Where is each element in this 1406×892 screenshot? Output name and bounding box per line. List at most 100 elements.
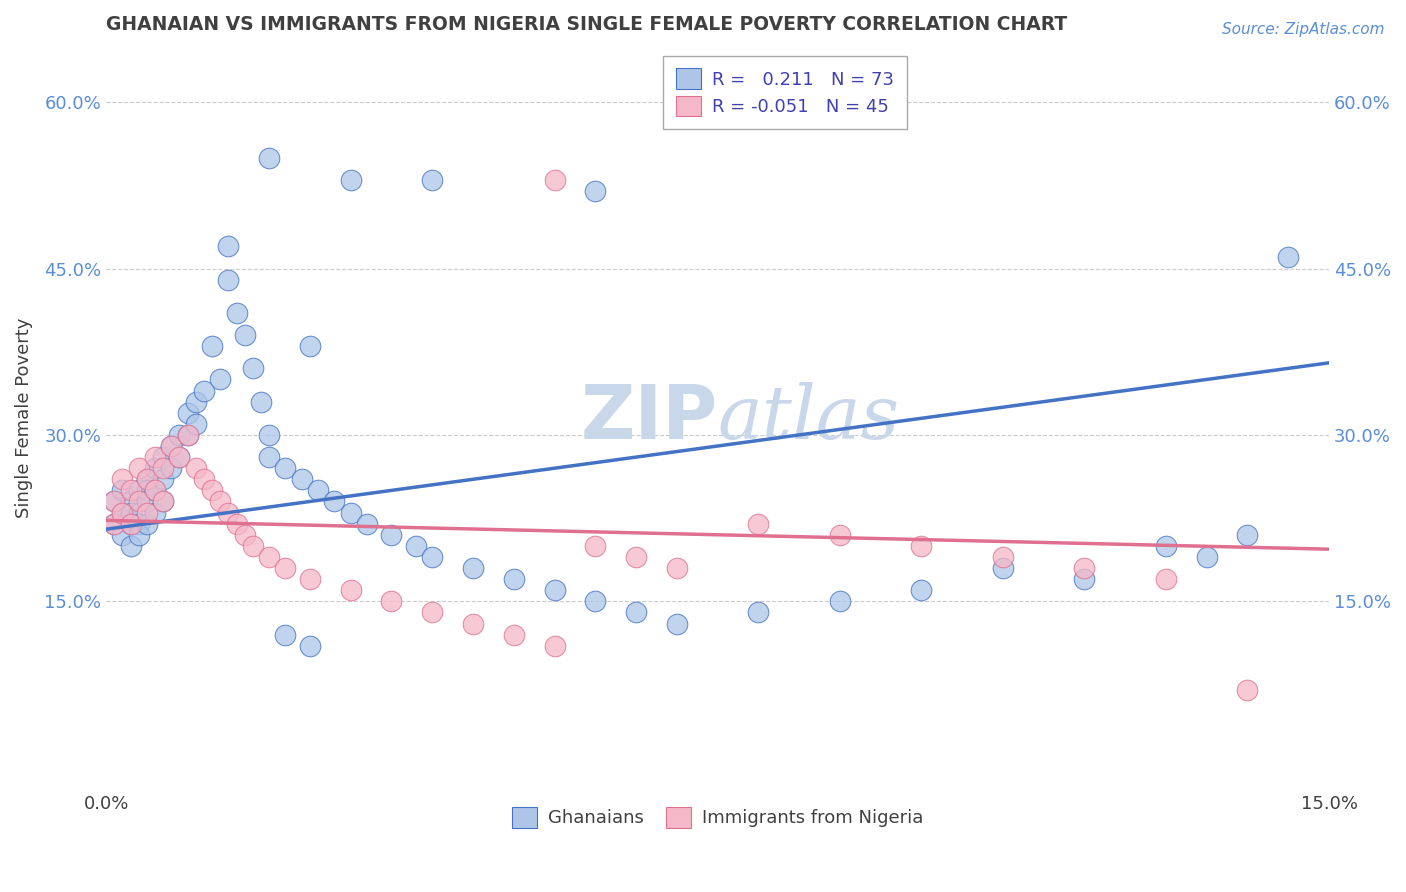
Point [1236, 683, 1258, 698]
Point [152, 461, 174, 475]
Point [103, 516, 125, 531]
Point [1236, 528, 1258, 542]
Point [323, 494, 346, 508]
Point [143, 461, 166, 475]
Point [135, 483, 157, 498]
Point [257, 549, 280, 564]
Legend: Ghanaians, Immigrants from Nigeria: Ghanaians, Immigrants from Nigeria [503, 797, 932, 837]
Point [128, 494, 150, 508]
Point [1154, 539, 1177, 553]
Point [339, 173, 361, 187]
Point [225, 306, 247, 320]
Point [135, 516, 157, 531]
Point [135, 472, 157, 486]
Point [543, 173, 565, 187]
Point [201, 483, 224, 498]
Point [624, 606, 647, 620]
Point [135, 472, 157, 486]
Point [274, 627, 297, 641]
Point [665, 561, 688, 575]
Point [624, 549, 647, 564]
Point [257, 428, 280, 442]
Point [1195, 549, 1218, 564]
Point [128, 461, 150, 475]
Point [380, 594, 402, 608]
Point [298, 639, 321, 653]
Point [1073, 561, 1095, 575]
Point [120, 516, 142, 531]
Point [128, 528, 150, 542]
Point [169, 428, 191, 442]
Point [120, 539, 142, 553]
Point [201, 339, 224, 353]
Point [184, 461, 207, 475]
Text: GHANAIAN VS IMMIGRANTS FROM NIGERIA SINGLE FEMALE POVERTY CORRELATION CHART: GHANAIAN VS IMMIGRANTS FROM NIGERIA SING… [105, 15, 1067, 34]
Point [298, 572, 321, 586]
Point [160, 439, 183, 453]
Point [257, 450, 280, 464]
Point [991, 549, 1014, 564]
Point [461, 616, 484, 631]
Point [169, 450, 191, 464]
Point [184, 394, 207, 409]
Point [298, 339, 321, 353]
Point [225, 516, 247, 531]
Point [665, 616, 688, 631]
Point [257, 151, 280, 165]
Point [380, 528, 402, 542]
Point [502, 572, 524, 586]
Point [176, 406, 198, 420]
Point [169, 450, 191, 464]
Point [103, 516, 125, 531]
Point [103, 494, 125, 508]
Point [910, 583, 932, 598]
Point [747, 606, 769, 620]
Point [128, 506, 150, 520]
Point [152, 494, 174, 508]
Point [143, 506, 166, 520]
Point [1277, 251, 1299, 265]
Point [217, 506, 239, 520]
Text: ZIP: ZIP [581, 382, 717, 455]
Point [233, 328, 256, 343]
Point [135, 506, 157, 520]
Point [307, 483, 329, 498]
Point [910, 539, 932, 553]
Point [583, 184, 606, 198]
Point [111, 528, 134, 542]
Point [1073, 572, 1095, 586]
Y-axis label: Single Female Poverty: Single Female Poverty [15, 318, 32, 518]
Point [193, 472, 215, 486]
Point [543, 639, 565, 653]
Point [143, 450, 166, 464]
Point [420, 606, 443, 620]
Point [747, 516, 769, 531]
Point [176, 428, 198, 442]
Point [111, 506, 134, 520]
Point [543, 583, 565, 598]
Point [152, 450, 174, 464]
Point [152, 472, 174, 486]
Point [103, 494, 125, 508]
Point [152, 494, 174, 508]
Point [461, 561, 484, 575]
Point [184, 417, 207, 431]
Point [242, 361, 264, 376]
Point [217, 272, 239, 286]
Point [420, 173, 443, 187]
Point [991, 561, 1014, 575]
Point [135, 494, 157, 508]
Point [111, 472, 134, 486]
Text: atlas: atlas [717, 382, 900, 455]
Point [502, 627, 524, 641]
Point [120, 516, 142, 531]
Point [405, 539, 427, 553]
Point [339, 506, 361, 520]
Point [143, 483, 166, 498]
Point [209, 372, 232, 386]
Text: Source: ZipAtlas.com: Source: ZipAtlas.com [1222, 22, 1385, 37]
Point [250, 394, 273, 409]
Point [583, 594, 606, 608]
Point [120, 506, 142, 520]
Point [143, 483, 166, 498]
